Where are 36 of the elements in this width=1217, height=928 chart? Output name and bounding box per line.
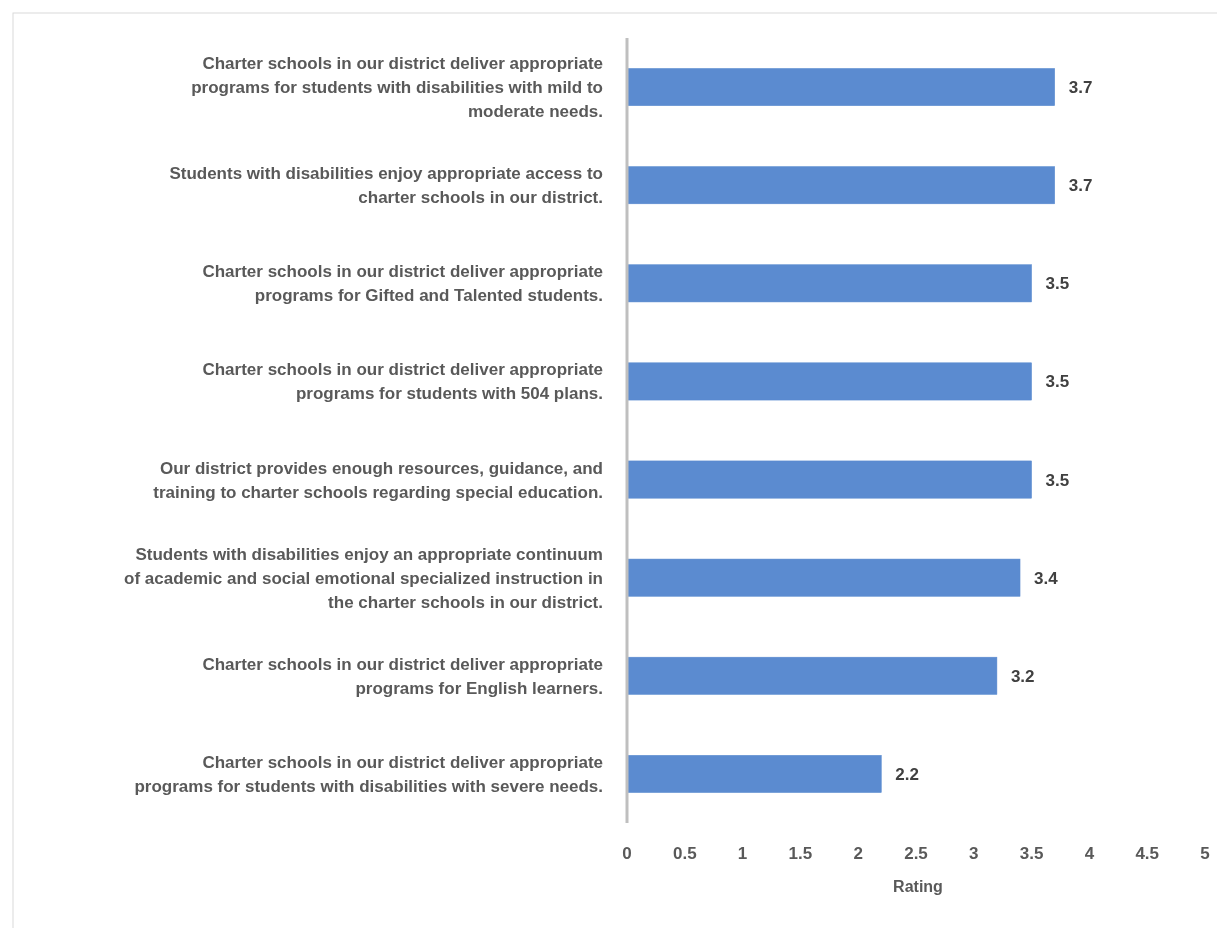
x-tick-label: 0	[622, 843, 632, 863]
y-tick-label: Charter schools in our district deliver appropriate programs for students with disabilities with mild to moderate needs.	[191, 54, 603, 122]
data-label: 2.2	[895, 764, 919, 784]
x-tick-label: 2.5	[904, 843, 928, 863]
x-tick-label: 1	[737, 843, 748, 863]
x-tick-label: 4	[1084, 843, 1095, 863]
x-tick-label: 2	[853, 843, 863, 863]
bar	[626, 264, 1032, 303]
bar	[626, 362, 1032, 401]
data-label: 3.5	[1045, 274, 1070, 294]
y-tick-label: Charter schools in our district deliver appropriate programs for English learners.	[202, 654, 603, 698]
data-label: 3.4	[1034, 568, 1059, 588]
data-label: 3.5	[1045, 470, 1070, 490]
bar	[626, 656, 998, 695]
y-tick-label: Our district provides enough resources, guidance, and training to charter schools regarding special education.	[153, 458, 603, 502]
bar	[626, 460, 1032, 499]
data-label: 3.2	[1010, 666, 1035, 686]
y-tick-label: Students with disabilities enjoy appropriate access to charter schools in our district.	[169, 164, 603, 208]
y-tick-label: Charter schools in our district deliver appropriate programs for students with disabilities with severe needs.	[134, 752, 603, 796]
x-axis-title: Rating	[893, 878, 943, 895]
x-tick-label: 5	[1200, 843, 1210, 863]
x-tick-label: 4.5	[1135, 843, 1160, 863]
x-tick-label: 3	[969, 843, 979, 863]
y-tick-label: Charter schools in our district deliver appropriate programs for Gifted and Talented students.	[202, 262, 603, 306]
data-label: 3.7	[1068, 78, 1093, 98]
x-tick-label: 3.5	[1019, 843, 1044, 863]
y-tick-label: Students with disabilities enjoy an appropriate continuum of academic and social emotional specialized instruction in the charter schools in our district.	[124, 544, 603, 612]
data-label: 3.5	[1045, 372, 1070, 392]
data-label: 3.7	[1068, 176, 1093, 196]
y-tick-label: Charter schools in our district deliver appropriate programs for students with 504 plans.	[202, 360, 603, 404]
bar	[626, 68, 1055, 106]
bar	[626, 558, 1021, 597]
x-tick-label: 1.5	[788, 843, 813, 863]
x-tick-label: 0.5	[672, 843, 697, 863]
bar	[626, 166, 1055, 205]
bar	[626, 755, 882, 793]
